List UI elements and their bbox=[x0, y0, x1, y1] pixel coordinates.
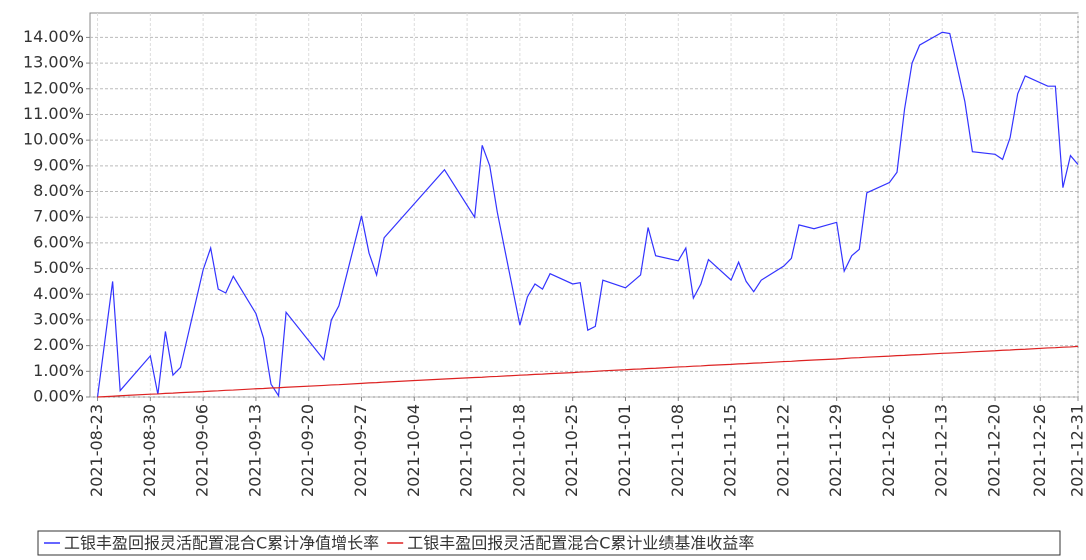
x-tick-label: 2021-11-29 bbox=[826, 404, 845, 497]
plot-frame bbox=[90, 13, 1078, 397]
x-tick-label: 2021-09-27 bbox=[351, 404, 370, 497]
y-tick-label: 11.00% bbox=[23, 104, 84, 123]
x-tick-label: 2021-09-06 bbox=[193, 404, 212, 497]
x-tick-label: 2021-10-18 bbox=[509, 404, 528, 497]
y-tick-label: 4.00% bbox=[33, 284, 84, 303]
x-tick-label: 2021-11-08 bbox=[668, 404, 687, 497]
x-tick-label: 2021-11-01 bbox=[615, 404, 634, 497]
x-tick-label: 2021-08-30 bbox=[140, 404, 159, 497]
x-tick-label: 2021-10-25 bbox=[562, 404, 581, 497]
y-tick-label: 2.00% bbox=[33, 335, 84, 354]
x-tick-label: 2021-10-04 bbox=[404, 404, 423, 497]
y-tick-label: 7.00% bbox=[33, 207, 84, 226]
y-tick-label: 13.00% bbox=[23, 53, 84, 72]
x-tick-label: 2021-11-15 bbox=[721, 404, 740, 497]
y-tick-label: 0.00% bbox=[33, 387, 84, 406]
y-tick-label: 3.00% bbox=[33, 309, 84, 328]
y-tick-label: 8.00% bbox=[33, 181, 84, 200]
x-tick-label: 2021-12-06 bbox=[879, 404, 898, 497]
x-tick-label: 2021-10-11 bbox=[457, 404, 476, 497]
y-tick-label: 6.00% bbox=[33, 232, 84, 251]
legend-label: 工银丰盈回报灵活配置混合C累计净值增长率 bbox=[64, 534, 379, 553]
x-tick-label: 2021-09-13 bbox=[245, 404, 264, 497]
y-tick-label: 12.00% bbox=[23, 78, 84, 97]
x-tick-label: 2021-12-31 bbox=[1068, 404, 1086, 497]
y-tick-label: 1.00% bbox=[33, 361, 84, 380]
y-tick-label: 10.00% bbox=[23, 130, 84, 149]
x-tick-label: 2021-12-20 bbox=[985, 404, 1004, 497]
legend-label: 工银丰盈回报灵活配置混合C累计业绩基准收益率 bbox=[407, 534, 754, 553]
series-line bbox=[98, 32, 1078, 397]
y-tick-label: 14.00% bbox=[23, 27, 84, 46]
y-tick-label: 9.00% bbox=[33, 155, 84, 174]
x-tick-label: 2021-12-26 bbox=[1030, 404, 1049, 497]
x-tick-label: 2021-08-23 bbox=[87, 404, 106, 497]
x-tick-label: 2021-09-20 bbox=[298, 404, 317, 497]
x-tick-label: 2021-12-13 bbox=[932, 404, 951, 497]
x-tick-label: 2021-11-22 bbox=[773, 404, 792, 497]
y-tick-label: 5.00% bbox=[33, 258, 84, 277]
